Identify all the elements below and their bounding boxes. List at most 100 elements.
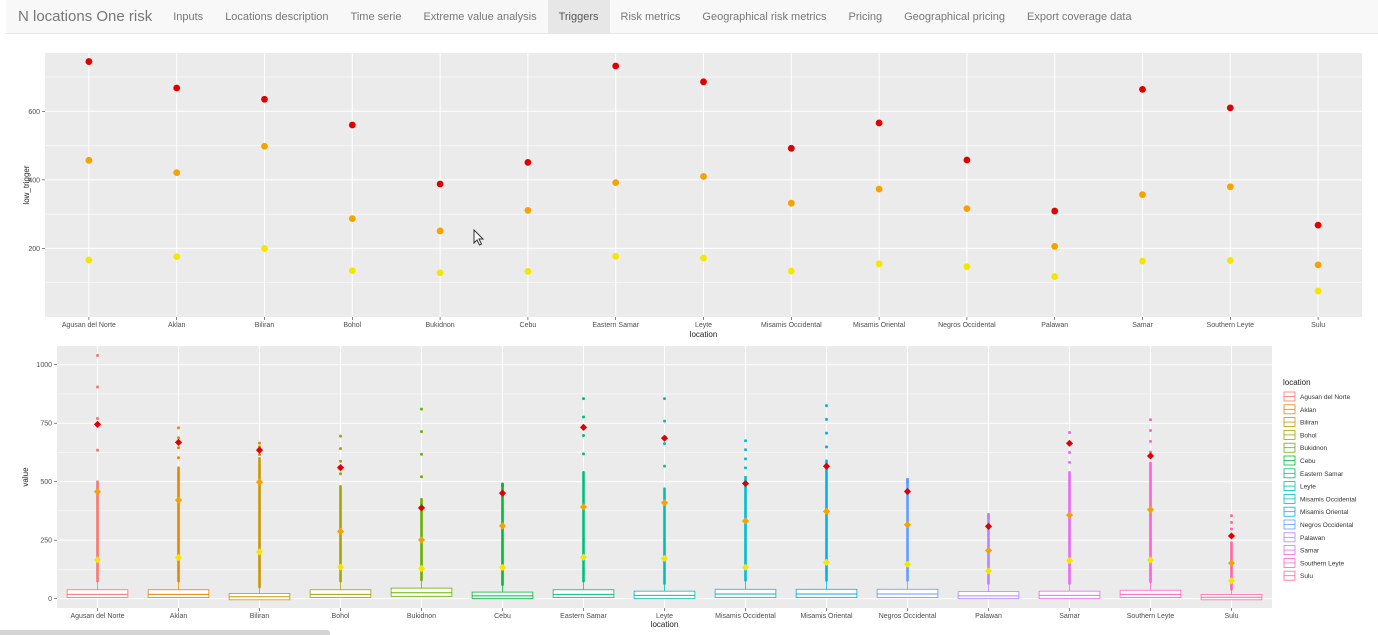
point-leyte-0 xyxy=(700,78,707,86)
y-tick-label: 500 xyxy=(40,479,52,486)
legend-label-bukidnon: Bukidnon xyxy=(1300,445,1327,452)
outlier-point-bukidnon-2 xyxy=(420,430,423,434)
outlier-point-misamis-occidental-1 xyxy=(744,457,747,461)
x-tick-label-leyte: Leyte xyxy=(656,613,673,620)
box-eastern-samar xyxy=(552,589,615,598)
tab-locations-description[interactable]: Locations description xyxy=(225,10,329,23)
outlier-point-aklan-3 xyxy=(177,426,180,430)
outlier-point-samar-3 xyxy=(1068,431,1071,435)
legend-label-sulu: Sulu xyxy=(1300,573,1313,580)
point-biliran-0 xyxy=(261,95,268,103)
x-tick-label-leyte: Leyte xyxy=(695,322,712,329)
x-tick-label-aklan: Aklan xyxy=(168,322,186,329)
point-misamis-occidental-1 xyxy=(787,199,795,207)
box-misamis-occidental xyxy=(714,588,777,598)
tab-triggers[interactable]: Triggers xyxy=(547,0,610,33)
point-eastern-samar-2 xyxy=(612,252,620,260)
legend-label-leyte: Leyte xyxy=(1300,484,1316,491)
point-aklan-2 xyxy=(173,253,181,261)
x-axis-title: location xyxy=(690,330,718,339)
point-bohol-2 xyxy=(348,267,356,275)
point-misamis-oriental-2 xyxy=(875,260,883,268)
point-sulu-1 xyxy=(1314,261,1322,269)
x-tick-label-eastern-samar: Eastern Samar xyxy=(560,613,607,620)
outlier-point-biliran-3 xyxy=(258,441,261,445)
outlier-point-leyte-1 xyxy=(663,442,666,446)
x-tick-label-palawan: Palawan xyxy=(975,613,1002,620)
mid-trigger-biliran xyxy=(255,478,264,486)
mouse-cursor-icon xyxy=(473,229,485,246)
x-tick-label-negros-occidental: Negros Occidental xyxy=(879,613,937,620)
tab-geographical-pricing[interactable]: Geographical pricing xyxy=(904,10,1006,23)
box-aklan xyxy=(147,589,210,598)
x-tick-label-misamis-oriental: Misamis Oriental xyxy=(800,613,853,620)
box-negros-occidental xyxy=(876,588,939,598)
high-trigger-misamis-occidental xyxy=(741,479,750,488)
high-trigger-sulu xyxy=(1227,532,1236,540)
outlier-point-bohol-0 xyxy=(339,472,342,476)
outlier-point-southern-leyte-2 xyxy=(1149,429,1152,433)
point-agusan-del-norte-0 xyxy=(85,58,93,65)
point-southern-leyte-0 xyxy=(1226,104,1234,112)
mid-trigger-sulu xyxy=(1227,559,1236,567)
y-tick-label: 1000 xyxy=(36,362,52,369)
tab-pricing[interactable]: Pricing xyxy=(848,10,883,23)
outlier-point-samar-1 xyxy=(1068,450,1071,454)
tab-export-coverage-data[interactable]: Export coverage data xyxy=(1027,10,1132,23)
x-tick-label-samar: Samar xyxy=(1059,613,1080,620)
y-axis-title: value xyxy=(21,467,30,487)
horizontal-scrollbar[interactable] xyxy=(0,630,330,635)
outlier-point-misamis-oriental-3 xyxy=(825,404,828,408)
outlier-point-bukidnon-0 xyxy=(420,475,423,479)
point-palawan-0 xyxy=(1051,207,1059,215)
point-agusan-del-norte-2 xyxy=(85,256,93,264)
point-bohol-0 xyxy=(348,121,356,129)
low-trigger-sulu xyxy=(1227,577,1236,585)
point-leyte-1 xyxy=(700,173,707,180)
y-tick-label: 250 xyxy=(40,538,52,545)
x-tick-label-aklan: Aklan xyxy=(170,613,188,620)
tab-extreme-value-analysis[interactable]: Extreme value analysis xyxy=(423,10,537,23)
mid-trigger-misamis-occidental xyxy=(741,517,750,525)
x-tick-label-samar: Samar xyxy=(1132,322,1153,329)
x-tick-label-sulu: Sulu xyxy=(1311,322,1325,329)
tab-inputs[interactable]: Inputs xyxy=(173,10,204,23)
app-title: N locations One risk xyxy=(18,8,153,25)
x-tick-label-southern-leyte: Southern Leyte xyxy=(1207,322,1255,329)
low-trigger-bukidnon xyxy=(417,564,426,573)
point-cebu-2 xyxy=(524,268,532,275)
x-tick-label-cebu: Cebu xyxy=(494,613,511,620)
low-trigger-eastern-samar xyxy=(579,553,588,561)
point-misamis-occidental-2 xyxy=(787,267,795,275)
outlier-point-misamis-occidental-2 xyxy=(744,448,747,452)
tab-time-serie[interactable]: Time serie xyxy=(350,10,402,23)
point-negros-occidental-2 xyxy=(963,263,971,270)
top-navbar: N locations One risk Inputs Locations des… xyxy=(6,0,1378,34)
point-palawan-1 xyxy=(1051,242,1059,250)
outlier-point-bohol-3 xyxy=(339,434,342,438)
outlier-point-misamis-oriental-2 xyxy=(825,417,828,421)
point-southern-leyte-2 xyxy=(1226,257,1234,264)
outlier-point-biliran-0 xyxy=(258,452,261,456)
box-bukidnon xyxy=(390,587,453,597)
x-tick-label-bukidnon: Bukidnon xyxy=(407,613,436,620)
x-tick-label-agusan-del-norte: Agusan del Norte xyxy=(62,322,116,329)
point-sulu-2 xyxy=(1314,287,1322,295)
outlier-point-sulu-1 xyxy=(1230,527,1233,531)
legend-label-palawan: Palawan xyxy=(1300,535,1325,542)
mid-trigger-samar xyxy=(1065,511,1074,519)
point-aklan-1 xyxy=(173,169,181,177)
outlier-point-negros-occidental-3 xyxy=(906,477,909,481)
mid-trigger-agusan-del-norte xyxy=(93,488,102,496)
mid-trigger-southern-leyte xyxy=(1146,506,1155,514)
outlier-point-eastern-samar-1 xyxy=(582,433,585,437)
tab-risk-metrics[interactable]: Risk metrics xyxy=(620,10,681,23)
outlier-point-misamis-oriental-1 xyxy=(825,431,828,435)
y-tick-label: 0 xyxy=(48,596,52,603)
outlier-point-samar-0 xyxy=(1068,460,1071,464)
outlier-point-cebu-3 xyxy=(501,482,504,486)
point-palawan-2 xyxy=(1051,273,1059,280)
point-eastern-samar-0 xyxy=(612,62,620,70)
tab-geographical-risk-metrics[interactable]: Geographical risk metrics xyxy=(702,10,827,23)
point-southern-leyte-1 xyxy=(1226,183,1234,191)
